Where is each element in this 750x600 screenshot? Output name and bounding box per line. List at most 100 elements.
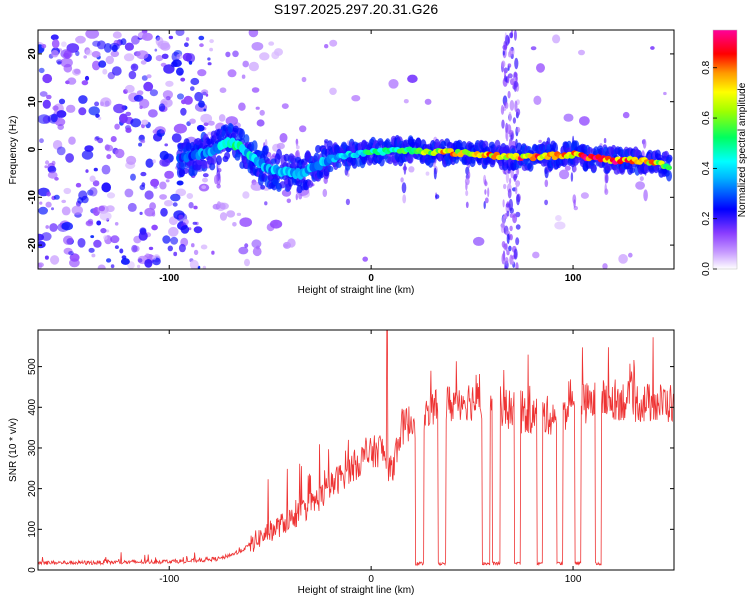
- noise-blob: [56, 146, 66, 156]
- noise-blob: [533, 95, 542, 106]
- noise-blob: [194, 91, 204, 102]
- noise-blob: [259, 109, 265, 116]
- noise-blob: [98, 205, 105, 212]
- noise-blob: [85, 220, 93, 226]
- noise-blob: [130, 118, 142, 128]
- stripe-mark: [513, 82, 517, 92]
- colorbar-ticks: 0.0 0.2 0.4 0.6 0.8: [701, 60, 717, 276]
- y-tick-label: 400: [27, 399, 38, 416]
- noise-blob: [63, 235, 74, 245]
- noise-blob: [299, 125, 307, 133]
- noise-blob: [425, 171, 430, 176]
- noise-blob: [256, 119, 265, 127]
- stripe-mark: [604, 188, 609, 195]
- noise-blob: [171, 51, 180, 62]
- noise-blob: [51, 207, 54, 211]
- noise-blob: [563, 113, 574, 122]
- noise-blob: [663, 91, 667, 96]
- noise-blob: [110, 136, 117, 143]
- noise-blob: [141, 119, 149, 125]
- noise-blob: [94, 101, 100, 107]
- stripe-mark: [512, 260, 515, 265]
- noise-blob: [180, 225, 190, 234]
- stripe-mark: [508, 245, 512, 252]
- noise-blob: [184, 42, 189, 47]
- noise-blob: [57, 61, 62, 65]
- noise-blob: [180, 77, 186, 82]
- noise-blob: [160, 129, 165, 134]
- noise-blob: [141, 75, 148, 81]
- noise-blob: [93, 167, 98, 172]
- stripe-mark: [435, 194, 440, 199]
- stripe-mark: [509, 177, 512, 185]
- heatmap-y-label: Frequency (Hz): [8, 116, 19, 185]
- noise-blob: [602, 263, 608, 269]
- stripe-mark: [400, 177, 404, 183]
- noise-blob: [69, 253, 80, 262]
- ridge-halo: [407, 154, 414, 164]
- noise-blob: [407, 74, 418, 84]
- stripe-mark: [264, 201, 268, 206]
- stripe-mark: [642, 138, 647, 149]
- stripe-mark: [643, 189, 648, 202]
- y-tick-label: 0: [27, 146, 38, 152]
- stripe-mark: [513, 251, 518, 259]
- noise-blob: [61, 41, 67, 47]
- noise-blob: [199, 106, 203, 111]
- y-tick-label: -10: [27, 190, 38, 205]
- stripe-mark: [465, 201, 469, 208]
- noise-blob: [154, 48, 158, 52]
- noise-blob: [91, 253, 96, 258]
- stripe-mark: [507, 90, 511, 99]
- noise-blob: [207, 62, 212, 66]
- stripe-mark: [501, 60, 506, 68]
- noise-blob: [192, 221, 197, 225]
- noise-blob: [98, 60, 107, 68]
- stripe-mark: [509, 225, 513, 232]
- noise-blob: [251, 42, 264, 51]
- noise-blob: [564, 165, 571, 171]
- noise-blob: [85, 169, 89, 173]
- stripe-mark: [484, 197, 489, 204]
- noise-blob: [159, 181, 167, 190]
- noise-blob: [175, 188, 187, 197]
- noise-blob: [193, 226, 203, 234]
- ridge-halo: [335, 162, 342, 168]
- noise-blob: [114, 245, 119, 250]
- noise-blob: [106, 154, 112, 160]
- stripe-mark: [509, 254, 513, 265]
- stripe-mark: [516, 180, 520, 188]
- ridge-halo: [327, 165, 334, 173]
- ridge-halo: [313, 152, 320, 164]
- noise-blob: [161, 53, 169, 59]
- ridge-halo: [574, 157, 581, 164]
- noise-blob: [165, 80, 174, 87]
- noise-blob: [329, 39, 338, 47]
- noise-blob: [39, 201, 43, 205]
- noise-blob: [110, 235, 120, 244]
- noise-blob: [96, 220, 102, 226]
- noise-blob: [120, 258, 130, 265]
- stripe-mark: [516, 126, 521, 133]
- stripe-mark: [573, 199, 576, 208]
- noise-blob: [188, 60, 193, 65]
- noise-blob: [93, 239, 102, 248]
- noise-blob: [103, 235, 108, 241]
- stripe-mark: [502, 50, 505, 56]
- noise-blob: [84, 145, 94, 152]
- noise-blob: [160, 207, 168, 217]
- noise-blob: [124, 188, 134, 198]
- noise-blob: [329, 87, 337, 96]
- noise-blob: [106, 258, 112, 263]
- colorbar: 0.0 0.2 0.4 0.6 0.8 Normalized spectral ampl…: [701, 29, 748, 276]
- noise-blob: [152, 159, 156, 164]
- noise-blob: [39, 91, 48, 97]
- noise-blob: [92, 60, 101, 71]
- noise-blob: [219, 87, 227, 93]
- stripe-mark: [509, 32, 513, 39]
- noise-blob: [244, 243, 249, 248]
- noise-blob: [276, 142, 285, 150]
- stripe-mark: [509, 100, 515, 111]
- noise-blob: [197, 69, 207, 77]
